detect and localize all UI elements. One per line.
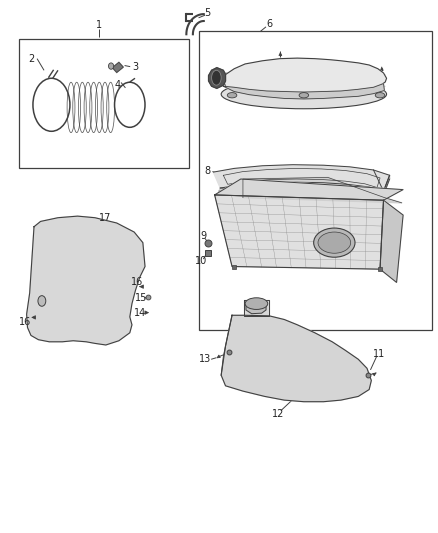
Text: 16: 16 <box>131 277 143 287</box>
Ellipse shape <box>212 70 221 85</box>
Text: 1: 1 <box>96 20 102 30</box>
Text: 17: 17 <box>99 213 111 223</box>
Polygon shape <box>215 179 403 200</box>
Text: 2: 2 <box>28 54 34 63</box>
Polygon shape <box>208 68 226 88</box>
Text: 16: 16 <box>19 317 32 327</box>
Polygon shape <box>223 58 387 96</box>
Text: 9: 9 <box>200 231 206 241</box>
Text: 13: 13 <box>199 354 211 364</box>
Text: 4: 4 <box>115 79 121 90</box>
Ellipse shape <box>227 93 237 98</box>
Text: 3: 3 <box>132 62 138 71</box>
Text: 6: 6 <box>266 19 272 29</box>
Ellipse shape <box>221 79 387 109</box>
Text: 11: 11 <box>373 349 385 359</box>
Text: 12: 12 <box>272 409 284 419</box>
Polygon shape <box>384 175 390 195</box>
Ellipse shape <box>318 232 351 253</box>
Polygon shape <box>213 165 390 191</box>
Bar <box>19 38 188 168</box>
Text: 5: 5 <box>205 8 211 18</box>
Bar <box>199 30 432 330</box>
Polygon shape <box>215 195 384 269</box>
Text: 10: 10 <box>194 256 207 266</box>
Polygon shape <box>244 300 269 316</box>
Ellipse shape <box>38 296 46 306</box>
Text: 14: 14 <box>134 308 146 318</box>
Ellipse shape <box>109 63 114 69</box>
Polygon shape <box>221 316 371 402</box>
Text: 7: 7 <box>296 79 302 90</box>
Polygon shape <box>243 177 402 203</box>
Polygon shape <box>219 188 390 195</box>
Ellipse shape <box>314 228 355 257</box>
Ellipse shape <box>245 298 268 310</box>
Polygon shape <box>27 216 145 345</box>
Text: 8: 8 <box>205 166 211 176</box>
Ellipse shape <box>375 93 385 98</box>
Polygon shape <box>223 84 385 99</box>
Polygon shape <box>380 200 403 282</box>
Polygon shape <box>246 301 266 314</box>
Text: 15: 15 <box>135 293 148 303</box>
Polygon shape <box>113 62 123 72</box>
Ellipse shape <box>299 93 309 98</box>
